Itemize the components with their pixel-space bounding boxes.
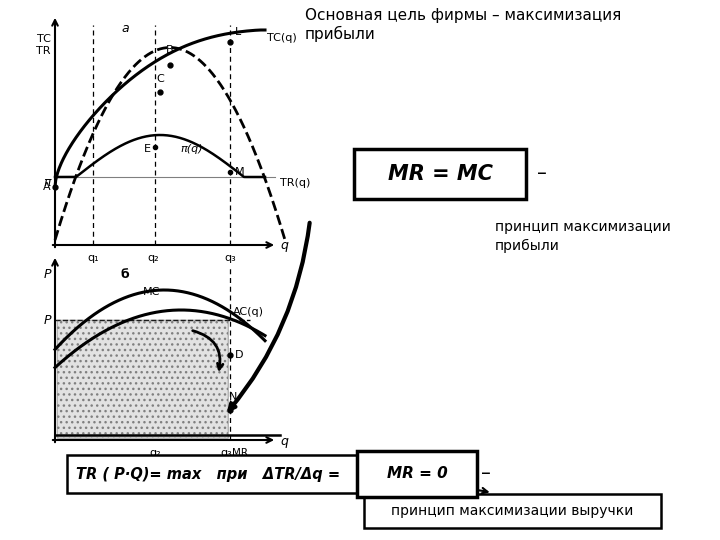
Text: MC: MC (143, 287, 161, 297)
Text: MR: MR (232, 448, 248, 458)
Text: B: B (166, 45, 174, 55)
Text: MR = 0: MR = 0 (387, 467, 447, 482)
Text: q: q (280, 435, 288, 448)
Text: –: – (537, 165, 547, 184)
Text: TR(q): TR(q) (280, 178, 310, 188)
Text: б: б (121, 268, 130, 281)
Text: E: E (144, 144, 151, 154)
Text: A: A (43, 182, 51, 192)
Text: P: P (43, 268, 51, 281)
Text: q: q (280, 240, 288, 253)
FancyBboxPatch shape (67, 455, 459, 493)
Text: TC
TR: TC TR (37, 34, 51, 56)
Text: принцип максимизации
прибыли: принцип максимизации прибыли (495, 220, 671, 253)
Text: a: a (121, 22, 129, 35)
Text: D: D (235, 350, 243, 360)
Text: q₃: q₃ (224, 253, 236, 263)
Text: MR = MC: MR = MC (387, 164, 492, 184)
Text: π(q): π(q) (180, 144, 202, 154)
Text: принцип максимизации выручки: принцип максимизации выручки (391, 504, 634, 518)
Text: N: N (229, 392, 237, 402)
Polygon shape (57, 320, 228, 438)
Text: P: P (43, 314, 51, 327)
Text: q₂: q₂ (149, 448, 161, 458)
Text: L: L (235, 27, 241, 37)
FancyBboxPatch shape (354, 149, 526, 199)
FancyBboxPatch shape (357, 451, 477, 497)
Text: C: C (156, 74, 164, 84)
Text: q₂: q₂ (147, 253, 159, 263)
Text: TR ( P·Q)= max   при   ΔTR/Δq =: TR ( P·Q)= max при ΔTR/Δq = (76, 467, 340, 482)
Text: Основная цель фирмы – максимизация
прибыли: Основная цель фирмы – максимизация прибы… (305, 8, 621, 42)
FancyBboxPatch shape (364, 494, 661, 528)
Text: –: – (481, 464, 491, 483)
Text: π: π (43, 176, 51, 188)
Text: q₃: q₃ (220, 448, 232, 458)
Text: M: M (235, 167, 245, 177)
Text: TC(q): TC(q) (267, 33, 297, 43)
Text: q₁: q₁ (87, 253, 99, 263)
Text: AC(q): AC(q) (233, 307, 264, 317)
